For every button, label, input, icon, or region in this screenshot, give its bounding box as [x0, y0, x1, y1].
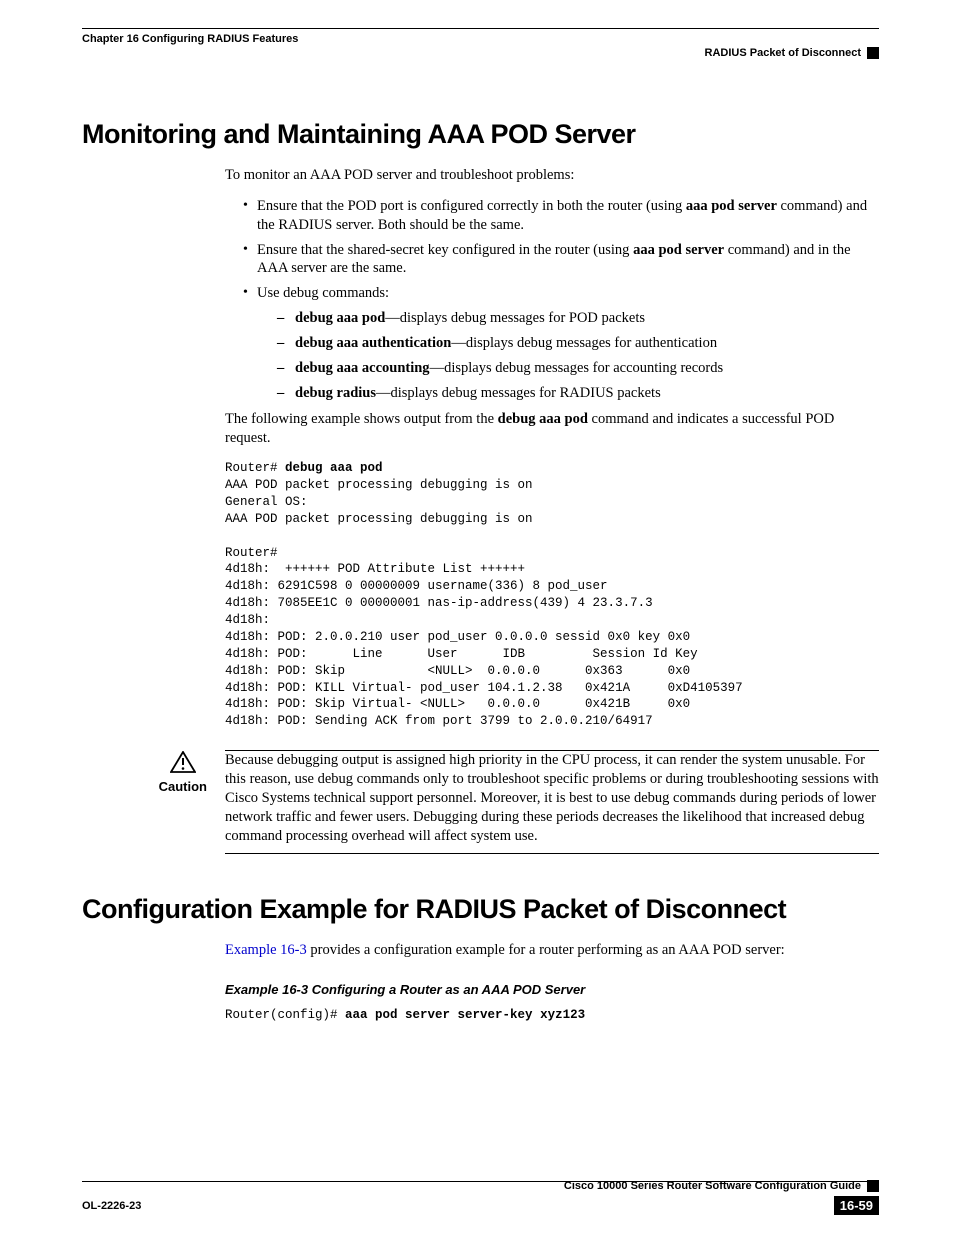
dash3-txt: —displays debug messages for accounting … — [430, 360, 724, 376]
header-row: Chapter 16 Configuring RADIUS Features — [82, 33, 879, 45]
code-cmd: debug aaa pod — [285, 461, 383, 475]
example-intro-pre: The following example shows output from … — [225, 411, 498, 427]
warning-icon — [159, 751, 207, 777]
code-body: AAA POD packet processing debugging is o… — [225, 478, 743, 728]
config-code-cmd: aaa pod server server-key xyz123 — [345, 1008, 585, 1022]
dash-item-1: debug aaa pod—displays debug messages fo… — [277, 309, 879, 328]
dash2-txt: —displays debug messages for authenticat… — [451, 335, 717, 351]
dash-item-4: debug radius—displays debug messages for… — [277, 384, 879, 403]
dash1-cmd: debug aaa pod — [295, 310, 385, 326]
example-title: Example 16-3 Configuring a Router as an … — [225, 982, 879, 999]
config-code: Router(config)# aaa pod server server-ke… — [225, 1007, 879, 1023]
dash3-cmd: debug aaa accounting — [295, 360, 430, 376]
page-number-badge: 16-59 — [834, 1196, 879, 1215]
example-intro-cmd: debug aaa pod — [498, 411, 588, 427]
example-link[interactable]: Example 16-3 — [225, 942, 307, 958]
header-block-icon — [867, 47, 879, 59]
code-block: Router# debug aaa pod AAA POD packet pro… — [225, 460, 879, 730]
footer-guide: Cisco 10000 Series Router Software Confi… — [564, 1180, 861, 1192]
intro-paragraph: To monitor an AAA POD server and trouble… — [225, 166, 879, 185]
caution-icon-cell: Caution — [82, 751, 225, 796]
chapter-header: Chapter 16 Configuring RADIUS Features — [82, 33, 298, 45]
heading-monitoring: Monitoring and Maintaining AAA POD Serve… — [82, 119, 879, 150]
config-intro-post: provides a configuration example for a r… — [307, 942, 785, 958]
config-code-prompt: Router(config)# — [225, 1008, 345, 1022]
bullet-item-2: Ensure that the shared-secret key config… — [243, 241, 879, 279]
bullet-list: Ensure that the POD port is configured c… — [225, 197, 879, 403]
heading-config: Configuration Example for RADIUS Packet … — [82, 894, 879, 925]
caution-row: Caution Because debugging output is assi… — [82, 751, 879, 845]
dash1-txt: —displays debug messages for POD packets — [385, 310, 645, 326]
section-header-row: RADIUS Packet of Disconnect — [82, 47, 879, 59]
footer: Cisco 10000 Series Router Software Confi… — [82, 1175, 879, 1215]
bullet3-text: Use debug commands: — [257, 285, 389, 301]
caution-text: Because debugging output is assigned hig… — [225, 751, 879, 845]
bullet-item-3: Use debug commands: debug aaa pod—displa… — [243, 284, 879, 402]
bullet2-pre: Ensure that the shared-secret key config… — [257, 242, 633, 258]
config-intro: Example 16-3 provides a configuration ex… — [225, 941, 879, 960]
dash2-cmd: debug aaa authentication — [295, 335, 451, 351]
body-text: To monitor an AAA POD server and trouble… — [225, 166, 879, 730]
bullet1-pre: Ensure that the POD port is configured c… — [257, 198, 686, 214]
bullet-item-1: Ensure that the POD port is configured c… — [243, 197, 879, 235]
footer-block-icon — [867, 1180, 879, 1192]
footer-row2: OL-2226-23 16-59 — [82, 1196, 879, 1215]
section-header-text: RADIUS Packet of Disconnect — [705, 47, 861, 59]
footer-docid: OL-2226-23 — [82, 1200, 141, 1212]
caution-rule-bottom — [225, 853, 879, 854]
code-prompt: Router# — [225, 461, 285, 475]
dash-item-2: debug aaa authentication—displays debug … — [277, 334, 879, 353]
example-intro: The following example shows output from … — [225, 410, 879, 448]
dash4-txt: —displays debug messages for RADIUS pack… — [376, 385, 661, 401]
bullet1-cmd: aaa pod server — [686, 198, 777, 214]
page-container: Chapter 16 Configuring RADIUS Features R… — [0, 0, 954, 1235]
dash4-cmd: debug radius — [295, 385, 376, 401]
bullet2-cmd: aaa pod server — [633, 242, 724, 258]
header-rule — [82, 28, 879, 29]
dash-item-3: debug aaa accounting—displays debug mess… — [277, 359, 879, 378]
body-text-2: Example 16-3 provides a configuration ex… — [225, 941, 879, 1023]
caution-label: Caution — [159, 779, 207, 794]
dash-list: debug aaa pod—displays debug messages fo… — [257, 309, 879, 402]
